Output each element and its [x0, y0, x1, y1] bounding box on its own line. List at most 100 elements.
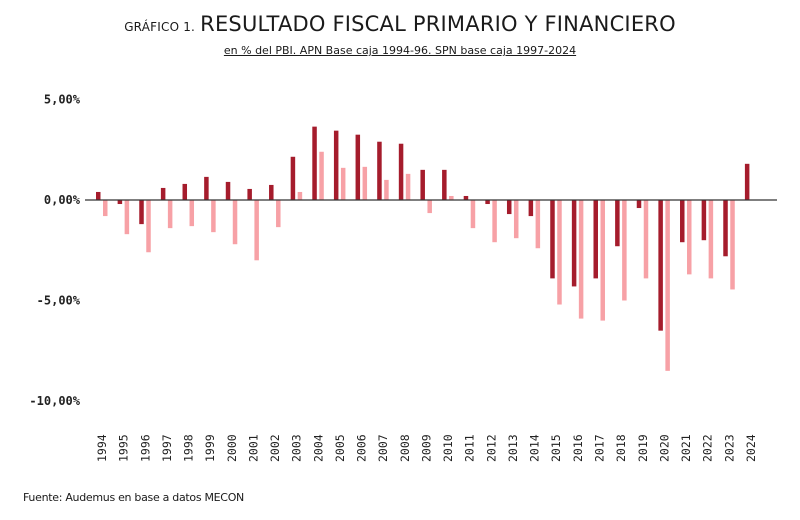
bar-primary-2019 [636, 200, 642, 209]
bar-financial-1995 [124, 200, 130, 235]
bar-primary-2001 [247, 188, 252, 200]
bar-primary-2015 [550, 200, 555, 279]
y-tick-label: -10,00% [29, 394, 80, 408]
bar-financial-2010 [449, 195, 454, 200]
bar-financial-2007 [384, 179, 389, 200]
x-tick-label: 2015 [549, 434, 563, 462]
bars [96, 126, 750, 371]
bar-financial-2023 [730, 200, 735, 290]
bar-primary-2023 [723, 200, 728, 257]
x-tick-label: 1996 [138, 434, 152, 462]
bar-financial-2008 [405, 173, 411, 200]
bar-financial-2013 [513, 200, 519, 239]
bar-primary-2004 [312, 126, 317, 200]
bar-primary-2024 [744, 163, 750, 200]
x-tick-label: 2006 [355, 434, 369, 462]
bar-financial-2004 [319, 151, 324, 200]
x-tick-label: 2003 [290, 434, 304, 462]
bar-financial-2012 [492, 200, 497, 243]
x-tick-label: 2001 [246, 434, 260, 462]
x-tick-label: 2018 [614, 434, 628, 462]
x-tick-label: 2014 [528, 434, 542, 462]
y-axis: 5,00% 0,00% -5,00% -10,00% [29, 93, 80, 409]
bar-primary-1996 [139, 200, 144, 225]
bar-financial-2020 [665, 200, 670, 371]
bar-financial-2003 [297, 191, 303, 200]
x-tick-label: 2024 [744, 434, 758, 462]
bar-primary-1995 [117, 200, 123, 205]
bar-primary-2009 [420, 169, 425, 200]
bar-primary-2020 [658, 200, 663, 331]
bar-financial-2022 [708, 200, 714, 279]
bar-financial-1997 [167, 200, 173, 229]
bar-financial-1994 [103, 200, 108, 217]
bar-primary-2014 [528, 200, 534, 217]
x-tick-label: 1995 [117, 434, 131, 462]
x-tick-label: 1997 [160, 434, 174, 462]
x-tick-label: 2017 [592, 434, 606, 462]
bar-financial-1998 [189, 200, 195, 227]
bar-primary-2008 [398, 143, 404, 200]
x-tick-label: 2007 [376, 434, 390, 462]
x-tick-label: 2022 [701, 434, 715, 462]
bar-financial-2011 [470, 200, 476, 229]
x-tick-label: 1994 [95, 434, 109, 462]
x-tick-label: 2012 [484, 434, 498, 462]
x-tick-label: 1998 [182, 434, 196, 462]
x-tick-label: 2023 [722, 434, 736, 462]
bar-financial-2006 [362, 166, 368, 200]
x-tick-label: 2009 [419, 434, 433, 462]
bar-primary-2013 [506, 200, 512, 215]
chart-title: GRÁFICO 1. RESULTADO FISCAL PRIMARIO Y F… [0, 10, 800, 41]
bar-financial-2014 [535, 200, 541, 249]
x-tick-label: 2005 [333, 434, 347, 462]
bar-primary-2017 [593, 200, 598, 279]
bar-primary-1997 [160, 187, 166, 200]
bar-primary-2011 [463, 195, 469, 200]
bar-financial-2005 [340, 167, 346, 200]
bar-primary-2002 [269, 184, 274, 201]
x-tick-label: 2016 [571, 434, 585, 462]
bar-financial-2001 [254, 200, 259, 261]
bar-financial-2017 [600, 200, 605, 321]
bar-primary-2003 [290, 156, 296, 200]
x-tick-label: 2020 [657, 434, 671, 462]
chart-title-text: RESULTADO FISCAL PRIMARIO Y FINANCIERO [200, 12, 676, 36]
bar-primary-2000 [225, 181, 231, 200]
bar-financial-2002 [276, 200, 281, 228]
x-tick-label: 2019 [636, 434, 650, 462]
chart-subtitle: en % del PBI. APN Base caja 1994-96. SPN… [223, 44, 577, 57]
bar-primary-2006 [355, 134, 361, 201]
bar-primary-2021 [680, 200, 685, 243]
x-tick-label: 2013 [506, 434, 520, 462]
bar-primary-2022 [701, 200, 707, 241]
bar-primary-1994 [96, 191, 101, 200]
y-tick-label: -5,00% [37, 294, 81, 308]
x-tick-label: 2004 [311, 434, 325, 462]
bar-primary-2010 [442, 169, 447, 200]
bar-primary-2012 [485, 200, 490, 205]
y-tick-label: 5,00% [44, 93, 81, 107]
bar-primary-2018 [615, 200, 620, 247]
bar-primary-1999 [204, 176, 209, 200]
bar-primary-2016 [571, 200, 577, 287]
bar-financial-2019 [643, 200, 649, 279]
x-tick-label: 2011 [463, 434, 477, 462]
bar-primary-1998 [182, 183, 188, 200]
x-tick-label: 2002 [268, 434, 282, 462]
bar-financial-2021 [687, 200, 692, 275]
x-tick-label: 2000 [225, 434, 239, 462]
source-note: Fuente: Audemus en base a datos MECON [23, 491, 244, 504]
bar-primary-2005 [333, 130, 339, 200]
x-axis: 1994 1995 1996 1997 1998 1999 2000 2001 2002 2003… [95, 434, 758, 462]
x-tick-label: 2008 [398, 434, 412, 462]
chart-title-label: GRÁFICO 1. [124, 20, 196, 34]
x-tick-label: 1999 [203, 434, 217, 462]
x-tick-label: 2021 [679, 434, 693, 462]
bar-financial-2018 [622, 200, 627, 301]
bar-primary-2007 [377, 141, 382, 200]
bar-financial-1999 [211, 200, 216, 233]
x-tick-label: 2010 [441, 434, 455, 462]
bar-financial-2015 [557, 200, 562, 305]
